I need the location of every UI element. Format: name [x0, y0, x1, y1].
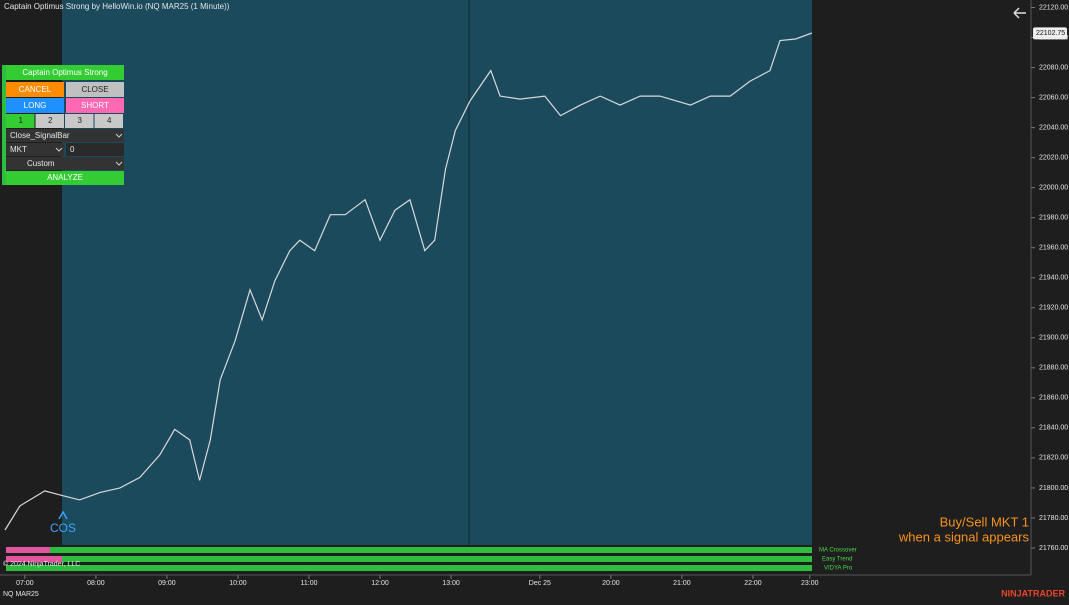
quantity-value: 0	[70, 145, 75, 154]
y-tick-label: 21920.00	[1039, 305, 1068, 312]
notice: Buy/Sell MKT 1	[940, 514, 1029, 529]
dropdown-arrow	[115, 133, 123, 138]
signal-label: COS	[50, 521, 76, 535]
quantity-input[interactable]	[66, 143, 124, 156]
y-tick-label: 21780.00	[1039, 515, 1068, 522]
indicator-bar	[6, 556, 62, 562]
indicator-label: MA Crossover	[819, 548, 857, 554]
signal-bar-value: Close_SignalBar	[10, 131, 70, 140]
panel-strip	[2, 65, 6, 185]
panel-title: Captain Optimus Strong	[22, 68, 107, 77]
y-tick-label: 21880.00	[1039, 365, 1068, 372]
y-tick-label: 21820.00	[1039, 455, 1068, 462]
cancel-button[interactable]	[6, 82, 64, 97]
tab-button[interactable]	[94, 114, 124, 128]
x-tick-label: 22:00	[744, 580, 762, 587]
last-price-label: 22102.75	[1036, 30, 1065, 37]
y-tick-label: 22000.00	[1039, 185, 1068, 192]
indicator-bar	[6, 556, 812, 562]
mode-value: Custom	[27, 159, 55, 168]
cancel-label: CANCEL	[19, 85, 52, 94]
tab-label: 3	[78, 116, 83, 125]
indicator-bar	[6, 547, 812, 553]
indicator-bars: MA Crossover Easy Trend VIDYA Pro	[6, 547, 857, 572]
x-tick-label: 08:00	[87, 580, 105, 587]
y-tick-label: 21980.00	[1039, 215, 1068, 222]
y-tick-label: 21760.00	[1039, 545, 1068, 552]
x-tick-label: Dec 25	[529, 580, 551, 587]
tab-button[interactable]	[65, 114, 94, 128]
y-tick-label: 22020.00	[1039, 154, 1068, 161]
tab-label: 1	[19, 116, 24, 125]
notice: when a signal appears	[898, 529, 1030, 544]
control-panel: Captain Optimus Strong CANCEL CLOSE LONG…	[2, 65, 124, 185]
y-tick-label: 22040.00	[1039, 124, 1068, 131]
order-type-select[interactable]	[6, 143, 64, 156]
indicator-bar	[6, 565, 812, 571]
copyright: © 2024 NinjaTrader, LLC	[3, 560, 80, 568]
dropdown-arrow	[55, 147, 63, 152]
close-button[interactable]	[66, 82, 124, 97]
x-tick-label: 20:00	[602, 580, 620, 587]
y-tick-label: 21860.00	[1039, 395, 1068, 402]
long-button[interactable]	[6, 98, 64, 113]
y-tick-label: 22120.00	[1039, 4, 1068, 11]
mode-select[interactable]	[6, 157, 124, 170]
tab-button[interactable]	[35, 114, 65, 128]
x-tick-label: 07:00	[16, 580, 34, 587]
x-tick-label: 10:00	[229, 580, 247, 587]
session-highlight	[62, 0, 812, 545]
dropdown-arrow	[115, 161, 123, 166]
brand: NINJATRADER	[1001, 588, 1065, 598]
indicator-label: VIDYA Pro	[824, 566, 853, 572]
tabs: 1 2 3 4	[6, 114, 123, 128]
indicator-label: Easy Trend	[822, 557, 852, 563]
x-tick-label: 09:00	[158, 580, 176, 587]
x-tick-label: 12:00	[371, 580, 389, 587]
x-tick-label: 11:00	[301, 580, 318, 587]
panel-header	[6, 65, 124, 80]
y-tick-label: 21940.00	[1039, 275, 1068, 282]
x-tick-label: 23:00	[801, 580, 819, 587]
analyze-label: ANALYZE	[47, 173, 83, 182]
signal-bar-select[interactable]	[6, 129, 124, 142]
y-tick-label: 21840.00	[1039, 425, 1068, 432]
signal-arrow	[58, 510, 68, 520]
tab-button[interactable]	[6, 114, 35, 128]
last-price-box	[1033, 27, 1067, 40]
x-tick-label: 21:00	[673, 580, 691, 587]
tab-label: 4	[107, 116, 112, 125]
price-line	[4, 32, 813, 531]
close-label: CLOSE	[81, 85, 108, 94]
tab-label: 2	[48, 116, 53, 125]
y-tick-label: 22060.00	[1039, 94, 1068, 101]
short-button[interactable]	[66, 98, 124, 113]
y-tick-label: 21800.00	[1039, 485, 1068, 492]
back-arrow[interactable]	[1013, 7, 1026, 19]
y-tick-label: 21900.00	[1039, 335, 1068, 342]
x-tick-label: 13:00	[442, 580, 460, 587]
y-tick-label: 21960.00	[1039, 245, 1068, 252]
long-label: LONG	[24, 101, 47, 110]
instrument: NQ MAR25	[3, 591, 39, 598]
analyze-button[interactable]	[6, 171, 124, 185]
chart-title: Captain Optimus Strong by HelloWin.io (N…	[4, 2, 230, 11]
short-label: SHORT	[81, 101, 109, 110]
order-type-value: MKT	[10, 145, 27, 154]
indicator-bar	[6, 547, 50, 553]
y-tick-label: 22080.00	[1039, 64, 1068, 71]
